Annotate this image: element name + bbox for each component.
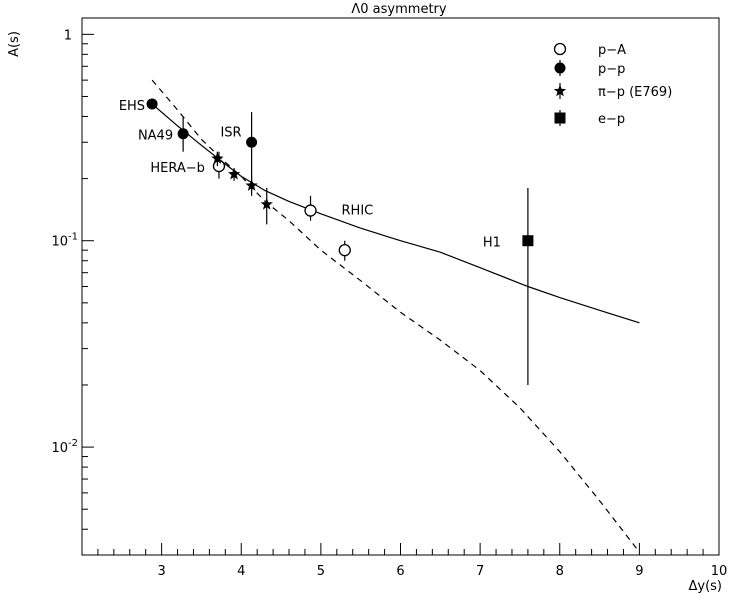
star-data-point xyxy=(245,179,258,191)
star-data-point xyxy=(211,152,224,164)
legend-marker xyxy=(553,84,567,97)
annotation-label: EHS xyxy=(119,99,145,114)
star-data-point xyxy=(227,167,241,180)
legend-label: π−p (E769) xyxy=(598,85,672,100)
theory-curves xyxy=(151,79,640,553)
filled-circle-data-point xyxy=(246,136,258,148)
legend-marker xyxy=(554,62,566,74)
plot-axes: 3 4 5 6 7 8 9 10 1 10-1 10-2 xyxy=(51,17,728,579)
x-tick-label: 6 xyxy=(396,564,404,579)
data-points xyxy=(146,98,534,385)
x-axis-label: Δy(s) xyxy=(688,579,722,594)
filled-circle-data-point xyxy=(146,98,158,110)
legend-marker xyxy=(554,112,566,124)
experiment-labels: EHS NA49 ISR HERA−b RHIC H1 xyxy=(119,99,501,251)
x-tick-label: 9 xyxy=(635,564,643,579)
annotation-label: HERA−b xyxy=(150,161,205,176)
annotation-label: RHIC xyxy=(342,204,374,219)
solid-curve xyxy=(151,103,640,324)
x-tick-label: 10 xyxy=(711,564,728,579)
x-tick-label: 7 xyxy=(476,564,484,579)
legend-marker xyxy=(553,42,567,56)
open-circle-data-point xyxy=(304,204,317,217)
open-circle-data-point xyxy=(338,244,351,257)
legend-label: e−p xyxy=(598,112,625,127)
x-tick-label: 8 xyxy=(556,564,564,579)
annotation-label: NA49 xyxy=(138,129,173,144)
y-tick-label: 10-1 xyxy=(51,232,78,250)
chart-title: Λ0 asymmetry xyxy=(351,2,446,17)
legend-label: p−A xyxy=(598,43,626,58)
annotation-label: ISR xyxy=(220,125,241,140)
dashed-curve xyxy=(151,79,640,553)
legend: p−A p−p π−p (E769) e−p xyxy=(553,42,672,127)
filled-circle-data-point xyxy=(177,128,189,140)
filled-square-data-point xyxy=(522,235,534,247)
x-tick-label: 5 xyxy=(317,564,325,579)
y-tick-label: 1 xyxy=(64,28,72,43)
y-axis-label: A(s) xyxy=(7,31,22,57)
y-tick-label: 10-2 xyxy=(51,438,78,456)
annotation-label: H1 xyxy=(483,236,501,251)
legend-label: p−p xyxy=(598,62,625,77)
x-tick-label: 3 xyxy=(157,564,165,579)
x-tick-label: 4 xyxy=(237,564,245,579)
star-data-point xyxy=(260,197,273,210)
